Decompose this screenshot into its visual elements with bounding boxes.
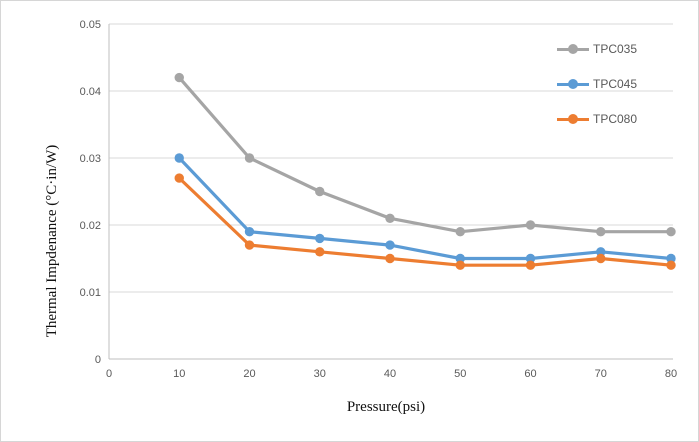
legend-item-tpc080: TPC080 <box>557 111 667 127</box>
series-line-tpc045 <box>177 156 673 261</box>
x-tick-label: 20 <box>243 368 255 380</box>
legend-label: TPC045 <box>593 77 638 91</box>
legend-label: TPC080 <box>593 112 638 126</box>
legend-item-tpc045: TPC045 <box>557 76 667 92</box>
data-point-tpc080 <box>244 240 255 250</box>
y-tick-label: 0 <box>95 354 101 366</box>
line-marker-icon <box>557 76 589 92</box>
data-point-tpc045 <box>596 247 606 257</box>
data-point-tpc035 <box>315 186 325 197</box>
data-point-tpc035 <box>174 72 184 83</box>
data-point-tpc045 <box>525 253 536 264</box>
data-point-tpc035 <box>666 227 676 237</box>
data-point-tpc045 <box>174 153 184 163</box>
y-axis-title: Thermal Impdenance (°C·in/W) <box>44 144 60 338</box>
x-tick-label: 0 <box>106 368 112 380</box>
data-point-tpc035 <box>596 227 606 237</box>
series-line-tpc080 <box>177 176 673 267</box>
legend-label: TPC035 <box>593 42 638 56</box>
y-tick-label: 0.01 <box>80 287 101 299</box>
data-point-tpc045 <box>666 253 676 264</box>
x-axis-title: Pressure(psi) <box>346 399 426 415</box>
data-point-tpc080 <box>596 253 606 264</box>
x-tick-label: 30 <box>314 368 326 380</box>
data-point-tpc035 <box>385 213 395 223</box>
data-point-tpc035 <box>455 227 465 237</box>
data-point-tpc080 <box>525 260 536 270</box>
data-point-tpc045 <box>385 240 395 250</box>
x-tick-label: 60 <box>524 368 536 380</box>
x-tick-label: 10 <box>173 368 185 380</box>
x-tick-label: 70 <box>595 368 607 380</box>
legend-item-tpc035: TPC035 <box>557 41 667 57</box>
y-tick-label: 0.04 <box>80 86 101 98</box>
x-tick-label: 80 <box>665 368 677 380</box>
y-tick-label: 0.02 <box>80 220 101 232</box>
y-tick-label: 0.03 <box>80 153 101 165</box>
data-point-tpc045 <box>315 233 325 244</box>
data-point-tpc080 <box>174 173 184 183</box>
legend: TPC035 TPC045 TPC080 <box>557 41 667 146</box>
y-tick-label: 0.05 <box>80 19 101 31</box>
data-point-tpc045 <box>244 227 255 237</box>
data-point-tpc080 <box>455 260 465 270</box>
data-point-tpc035 <box>525 220 536 230</box>
line-marker-icon <box>557 111 589 127</box>
data-point-tpc045 <box>455 253 465 264</box>
data-point-tpc080 <box>315 247 325 257</box>
data-point-tpc080 <box>666 260 676 270</box>
series-line-tpc035 <box>177 75 673 234</box>
line-marker-icon <box>557 41 589 57</box>
data-point-tpc035 <box>244 153 255 163</box>
x-tick-label: 50 <box>454 368 466 380</box>
x-tick-label: 40 <box>384 368 396 380</box>
data-point-tpc080 <box>385 253 395 264</box>
